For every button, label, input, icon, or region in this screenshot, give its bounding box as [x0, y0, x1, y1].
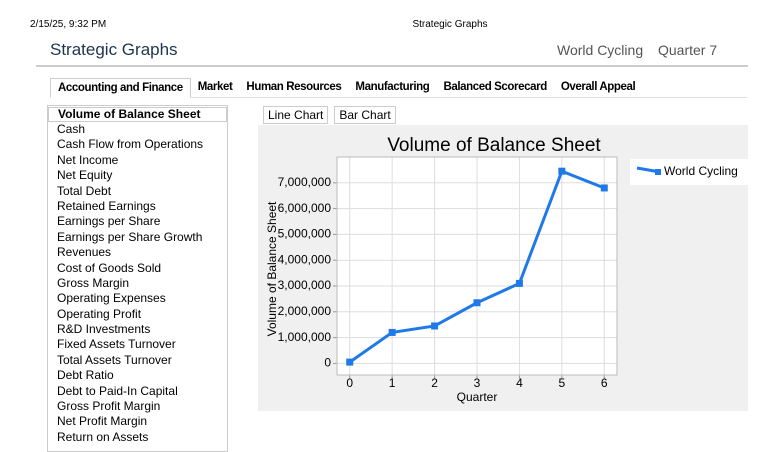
metric-list: Volume of Balance Sheet Cash Cash Flow fro… — [47, 105, 228, 452]
y-tick-label: 7,000,000 — [278, 175, 332, 189]
chart-type-buttons: Line Chart Bar Chart — [263, 106, 396, 124]
metric-item[interactable]: Earnings per Share Growth — [57, 229, 203, 244]
legend-swatch-marker — [655, 169, 661, 175]
metric-item[interactable]: Cash Flow from Operations — [57, 137, 204, 152]
chart: Volume of Balance Sheet Quarter Volume o… — [258, 125, 748, 411]
chart-title: Volume of Balance Sheet — [387, 135, 601, 156]
y-tick-label: 6,000,000 — [278, 201, 332, 215]
tab[interactable]: Human Resources — [246, 81, 342, 93]
metric-item[interactable]: Total Assets Turnover — [57, 352, 172, 367]
metric-item[interactable]: Cash — [57, 122, 86, 136]
header-rule — [36, 65, 748, 67]
point-marker — [515, 279, 523, 287]
chart-type-button[interactable]: Bar Chart — [334, 106, 396, 124]
point-marker — [600, 184, 608, 192]
y-tick-label: 5,000,000 — [278, 227, 332, 241]
metric-item[interactable]: Total Debt — [57, 183, 112, 198]
metric-item[interactable]: Gross Profit Margin — [57, 399, 161, 414]
x-tick-label: 5 — [559, 376, 566, 390]
point-marker — [346, 358, 354, 366]
y-tick-label: 4,000,000 — [278, 252, 332, 266]
y-axis-title: Volume of Balance Sheet — [265, 201, 279, 336]
y-tick-label: 1,000,000 — [278, 330, 332, 344]
x-tick-label: 0 — [346, 376, 353, 390]
page: 2/15/25, 9:32 PM Strategic Graphs Strate… — [30, 19, 748, 452]
metric-item[interactable]: Fixed Assets Turnover — [57, 337, 176, 352]
y-tick-label: 2,000,000 — [278, 304, 332, 318]
y-tick-label: 3,000,000 — [278, 278, 332, 292]
x-tick-label: 2 — [431, 376, 438, 390]
x-axis-title: Quarter — [457, 390, 498, 404]
metric-item[interactable]: Debt Ratio — [57, 368, 114, 383]
plot-frame — [336, 156, 618, 376]
status-title: Strategic Graphs — [412, 19, 488, 30]
app-title: Strategic Graphs — [50, 40, 178, 59]
metric-item[interactable]: Earnings per Share — [57, 214, 161, 229]
tab[interactable]: Manufacturing — [355, 81, 430, 93]
company: World Cycling — [557, 42, 644, 58]
metric-item[interactable]: Debt to Paid-In Capital — [57, 383, 178, 398]
tab-bar: Accounting and Finance Market Human Resour… — [50, 78, 642, 98]
tab[interactable]: Balanced Scorecard — [443, 81, 547, 93]
point-marker — [473, 299, 481, 307]
point-marker — [558, 167, 566, 175]
period: Quarter 7 — [658, 42, 718, 58]
point-marker — [431, 322, 439, 330]
metric-item[interactable]: R&D Investments — [57, 322, 151, 337]
point-marker — [388, 328, 396, 336]
metric-item[interactable]: Gross Margin — [57, 275, 130, 290]
metric-item[interactable]: Operating Profit — [57, 306, 142, 321]
tab[interactable]: Accounting and Finance — [50, 78, 191, 98]
x-tick-label: 3 — [474, 376, 481, 390]
metric-item[interactable]: Revenues — [57, 245, 112, 260]
metric-item[interactable]: Net Profit Margin — [57, 414, 148, 429]
legend-box — [630, 159, 748, 185]
legend-label: World Cycling — [664, 164, 738, 178]
metric-item[interactable]: Net Equity — [57, 168, 113, 183]
status-time: 2/15/25, 9:32 PM — [30, 19, 107, 30]
x-tick-label: 6 — [601, 376, 608, 390]
x-tick-label: 4 — [516, 376, 523, 390]
metric-item[interactable]: Return on Assets — [57, 429, 149, 444]
tab[interactable]: Market — [197, 81, 233, 93]
metric-item[interactable]: Retained Earnings — [57, 198, 156, 213]
y-tick-label: 0 — [324, 356, 331, 370]
tab-rule — [50, 97, 747, 98]
chart-type-button[interactable]: Line Chart — [263, 106, 329, 124]
metric-item[interactable]: Operating Expenses — [57, 291, 166, 306]
metric-item[interactable]: Net Income — [57, 152, 119, 167]
x-tick-label: 1 — [389, 376, 396, 390]
tab[interactable]: Overall Appeal — [560, 81, 636, 93]
metric-item[interactable]: Volume of Balance Sheet — [48, 107, 227, 122]
metric-item[interactable]: Cost of Goods Sold — [57, 260, 162, 275]
